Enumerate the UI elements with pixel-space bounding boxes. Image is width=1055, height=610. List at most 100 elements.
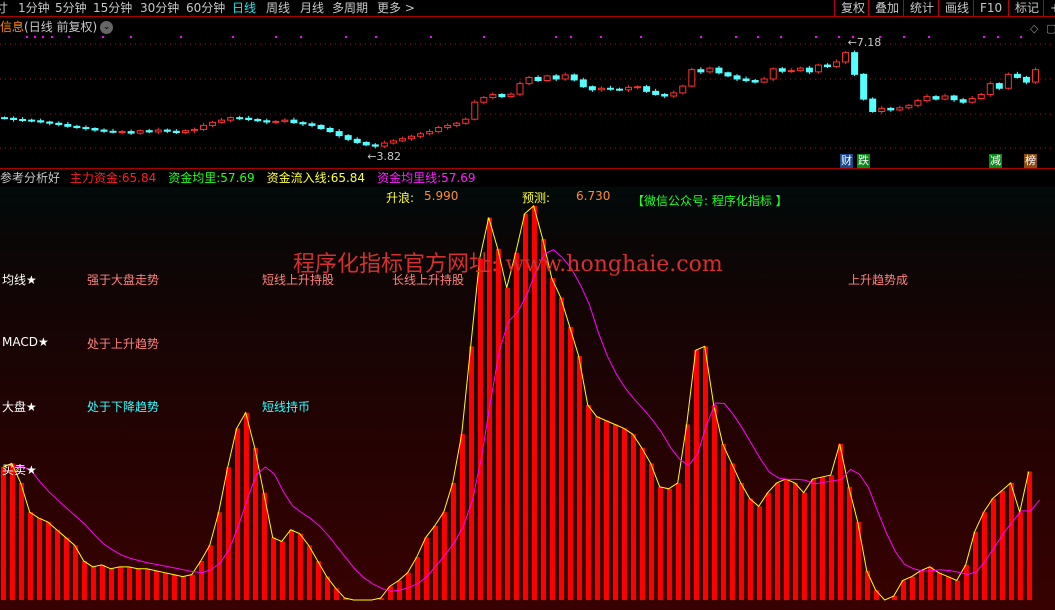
candle — [923, 94, 931, 103]
menu-item-period[interactable]: 60分钟 — [186, 1, 226, 15]
histogram-bar — [64, 537, 69, 600]
diamond-icon[interactable]: ◇ — [1030, 22, 1039, 35]
toolbar-button[interactable]: 复权 — [834, 0, 871, 17]
chart-title: 信息(日线 前复权) ⌄ — [0, 19, 114, 35]
histogram-bar — [937, 572, 942, 600]
candle — [561, 72, 569, 81]
toolbar-button[interactable]: 统计 — [903, 0, 940, 17]
menu-item-period[interactable]: 更多 > — [377, 1, 415, 15]
histogram-bar — [820, 477, 825, 600]
candle — [362, 141, 370, 147]
histogram-bar — [721, 443, 726, 600]
window-icon[interactable]: ▢ — [1046, 22, 1055, 35]
candle — [733, 74, 741, 82]
candle — [1022, 75, 1030, 85]
field-value: 65.84 — [121, 171, 157, 185]
candle — [842, 51, 850, 65]
event-badge[interactable]: 减 — [989, 154, 1002, 168]
candle — [127, 129, 135, 135]
histogram-bar — [595, 416, 600, 600]
histogram-bar — [523, 213, 528, 600]
candle — [805, 65, 813, 75]
toolbar-button[interactable]: 叠加 — [868, 0, 905, 17]
histogram-bar — [181, 576, 186, 600]
menu-item-period[interactable]: 日线 — [232, 1, 257, 15]
histogram-bar — [667, 488, 672, 600]
candle — [688, 67, 696, 88]
candle — [426, 129, 434, 136]
candle — [299, 121, 307, 127]
candle — [489, 92, 497, 100]
histogram-bar — [262, 492, 267, 600]
menu-item-period[interactable]: 月线 — [300, 1, 325, 15]
histogram-bar — [298, 533, 303, 600]
histogram-bar — [469, 346, 474, 600]
candle — [407, 135, 415, 141]
histogram-bar — [154, 570, 159, 600]
candle — [37, 118, 45, 124]
menu-item-period[interactable]: 多周期 — [332, 1, 369, 15]
menu-item-period[interactable]: 1分钟 — [18, 1, 50, 15]
histogram-bar — [910, 576, 915, 600]
candle — [417, 131, 425, 139]
histogram-bar — [217, 512, 222, 600]
candle — [1004, 72, 1012, 90]
histogram-bar — [829, 475, 834, 600]
histogram-bar — [514, 252, 519, 600]
candle — [742, 76, 750, 83]
event-badge[interactable]: 榜 — [1024, 154, 1037, 168]
candle — [435, 126, 443, 133]
candle — [46, 120, 54, 126]
histogram-bar — [982, 512, 987, 600]
candle — [290, 117, 298, 124]
event-dot — [375, 36, 377, 38]
event-dot — [430, 36, 432, 38]
candle — [1031, 67, 1039, 84]
candle — [181, 129, 189, 134]
menu-item-period[interactable]: 寸 — [0, 1, 9, 15]
menu-item-period[interactable]: 5分钟 — [55, 1, 87, 15]
event-dot — [879, 36, 881, 38]
candle — [154, 127, 162, 135]
candle — [91, 127, 99, 132]
histogram-bar — [172, 574, 177, 600]
candle — [968, 96, 976, 104]
candle — [860, 73, 868, 101]
candle — [19, 117, 27, 122]
chevron-down-icon[interactable]: ⌄ — [100, 21, 114, 34]
histogram-bar — [280, 541, 285, 600]
event-dot — [997, 36, 999, 38]
histogram-bar — [892, 596, 897, 600]
event-dot — [757, 36, 759, 38]
histogram-bar — [964, 564, 969, 600]
candle — [606, 85, 614, 91]
candle — [64, 122, 72, 128]
candle — [887, 106, 895, 112]
event-dot — [180, 36, 182, 38]
signal-text: 短线持币 — [262, 400, 311, 414]
toolbar-button[interactable]: 标记 — [1008, 0, 1045, 17]
event-dot — [780, 36, 782, 38]
histogram-bar — [325, 576, 330, 600]
histogram-bar — [631, 434, 636, 600]
candle — [941, 93, 949, 101]
toolbar-button[interactable]: F10 — [973, 0, 1008, 17]
histogram-bar — [622, 428, 627, 600]
event-badge[interactable]: 财 — [840, 154, 853, 168]
candle — [444, 123, 452, 130]
menu-item-period[interactable]: 周线 — [266, 1, 291, 15]
toolbar-button[interactable]: + — [1043, 0, 1055, 17]
candle — [118, 130, 126, 135]
candle — [462, 117, 470, 125]
histogram-bar — [559, 297, 564, 600]
candle — [679, 84, 687, 95]
event-badge[interactable]: 跌 — [857, 154, 870, 168]
menu-item-period[interactable]: 15分钟 — [93, 1, 133, 15]
histogram-bar — [253, 447, 258, 600]
indicator-field: 主力资金:65.84 — [70, 171, 162, 185]
histogram-bar — [307, 545, 312, 600]
histogram-bar — [505, 287, 510, 600]
histogram-bar — [973, 531, 978, 600]
menu-item-period[interactable]: 30分钟 — [140, 1, 180, 15]
toolbar-button[interactable]: 画线 — [938, 0, 975, 17]
